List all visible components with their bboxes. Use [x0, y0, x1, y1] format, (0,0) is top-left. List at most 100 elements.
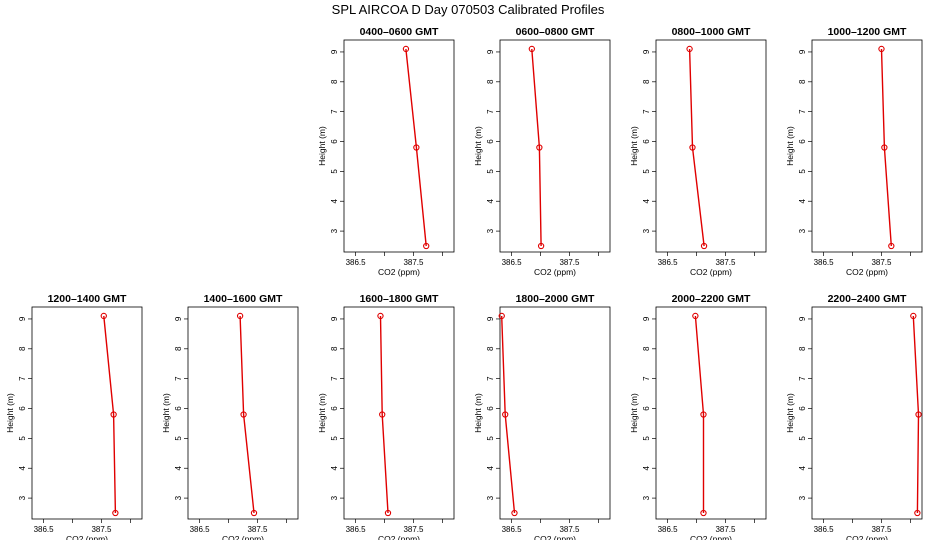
y-tick-label: 9 [642, 316, 651, 321]
plot-frame [811, 39, 923, 253]
data-point [689, 144, 696, 151]
plot-frame [343, 39, 455, 253]
data-point [536, 144, 543, 151]
data-point [700, 411, 707, 418]
data-point [700, 242, 708, 250]
y-tick-label: 3 [798, 495, 807, 500]
data-point [240, 411, 247, 418]
x-tick-label: 386.5 [346, 258, 367, 267]
y-tick-label: 8 [798, 79, 807, 84]
y-tick-label: 5 [174, 436, 183, 441]
data-point [112, 509, 119, 517]
y-tick-label: 7 [486, 376, 495, 381]
y-axis-label: Height (m) [473, 393, 483, 433]
data-point [914, 509, 921, 517]
data-point [384, 509, 392, 517]
x-tick-label: 387.5 [559, 525, 580, 534]
x-axis-label: CO2 (ppm) [222, 534, 264, 540]
data-point [110, 411, 117, 418]
y-tick-label: 7 [798, 109, 807, 114]
y-tick-label: 5 [642, 436, 651, 441]
x-axis-label: CO2 (ppm) [534, 267, 576, 277]
profile-line [688, 48, 705, 247]
panel-title: 1200–1400 GMT [48, 293, 127, 305]
y-tick-label: 6 [330, 406, 339, 411]
y-tick-label: 4 [798, 198, 807, 203]
y-tick-label: 4 [330, 198, 339, 203]
y-tick-label: 7 [798, 376, 807, 381]
y-tick-label: 3 [330, 495, 339, 500]
data-point [888, 242, 895, 250]
data-point [402, 45, 410, 53]
y-tick-label: 9 [798, 316, 807, 321]
y-tick-label: 8 [798, 346, 807, 351]
data-point [498, 312, 505, 320]
data-point [423, 242, 430, 250]
y-tick-label: 4 [642, 198, 651, 203]
x-axis-label: CO2 (ppm) [846, 267, 888, 277]
x-axis-label: CO2 (ppm) [66, 534, 108, 540]
y-tick-label: 9 [174, 316, 183, 321]
x-tick-label: 387.5 [403, 525, 424, 534]
data-point [881, 144, 888, 151]
y-tick-label: 8 [486, 346, 495, 351]
profile-line [531, 48, 542, 247]
data-point [692, 312, 699, 320]
x-tick-label: 387.5 [247, 525, 268, 534]
y-tick-label: 7 [642, 376, 651, 381]
data-point [413, 144, 420, 151]
plot-frame [187, 306, 299, 520]
x-tick-label: 387.5 [715, 525, 736, 534]
y-axis-label: Height (m) [317, 393, 327, 433]
y-tick-label: 4 [486, 465, 495, 470]
profile-panel: 2200–2400 GMT 386.5 387.5 3 4 5 6 7 8 9 CO2 (ppm) H… [785, 293, 923, 540]
y-tick-label: 5 [486, 436, 495, 441]
y-tick-label: 5 [330, 436, 339, 441]
y-tick-label: 4 [642, 465, 651, 470]
data-point [250, 509, 258, 517]
x-tick-label: 387.5 [871, 258, 892, 267]
y-tick-label: 5 [18, 436, 27, 441]
data-point [100, 312, 107, 320]
y-tick-label: 7 [330, 109, 339, 114]
profile-line [912, 315, 920, 514]
x-tick-label: 386.5 [814, 525, 835, 534]
y-tick-label: 9 [330, 49, 339, 54]
profile-panel: 1000–1200 GMT 386.5 387.5 3 4 5 6 7 8 9 CO2 (ppm) H… [785, 26, 923, 277]
y-axis-label: Height (m) [785, 393, 795, 433]
y-tick-label: 7 [486, 109, 495, 114]
x-tick-label: 387.5 [715, 258, 736, 267]
y-tick-label: 9 [486, 316, 495, 321]
y-axis-label: Height (m) [5, 393, 15, 433]
x-axis-label: CO2 (ppm) [378, 267, 420, 277]
y-tick-label: 5 [798, 436, 807, 441]
profile-panel: 1800–2000 GMT 386.5 387.5 3 4 5 6 7 8 9 CO2 (ppm) H… [473, 293, 611, 540]
data-point [878, 45, 885, 53]
y-tick-label: 5 [642, 169, 651, 174]
y-tick-label: 8 [486, 79, 495, 84]
data-point [377, 312, 384, 320]
profile-panel: 1200–1400 GMT 386.5 387.5 3 4 5 6 7 8 9 CO2 (ppm) H… [5, 293, 143, 540]
y-tick-label: 7 [642, 109, 651, 114]
y-tick-label: 3 [486, 495, 495, 500]
data-point [236, 312, 244, 320]
y-tick-label: 6 [798, 406, 807, 411]
data-point [915, 411, 922, 418]
data-point [537, 242, 545, 250]
x-tick-label: 387.5 [871, 525, 892, 534]
x-axis-label: CO2 (ppm) [690, 534, 732, 540]
figure-title: SPL AIRCOA D Day 070503 Calibrated Profi… [332, 2, 605, 17]
profile-panel: 2000–2200 GMT 386.5 387.5 3 4 5 6 7 8 9 CO2 (ppm) H… [629, 293, 767, 540]
y-tick-label: 9 [642, 49, 651, 54]
y-tick-label: 5 [330, 169, 339, 174]
x-tick-label: 386.5 [658, 258, 679, 267]
plot-frame [811, 306, 923, 520]
data-point [502, 411, 509, 418]
y-tick-label: 3 [174, 495, 183, 500]
y-axis-label: Height (m) [629, 126, 639, 166]
profile-line [405, 48, 427, 247]
y-tick-label: 6 [642, 406, 651, 411]
profile-line [239, 315, 255, 514]
data-point [379, 411, 386, 418]
